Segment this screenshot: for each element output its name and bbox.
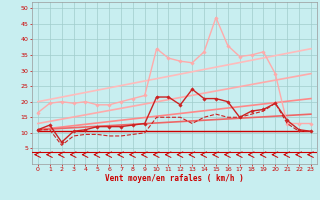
X-axis label: Vent moyen/en rafales ( km/h ): Vent moyen/en rafales ( km/h ): [105, 174, 244, 183]
